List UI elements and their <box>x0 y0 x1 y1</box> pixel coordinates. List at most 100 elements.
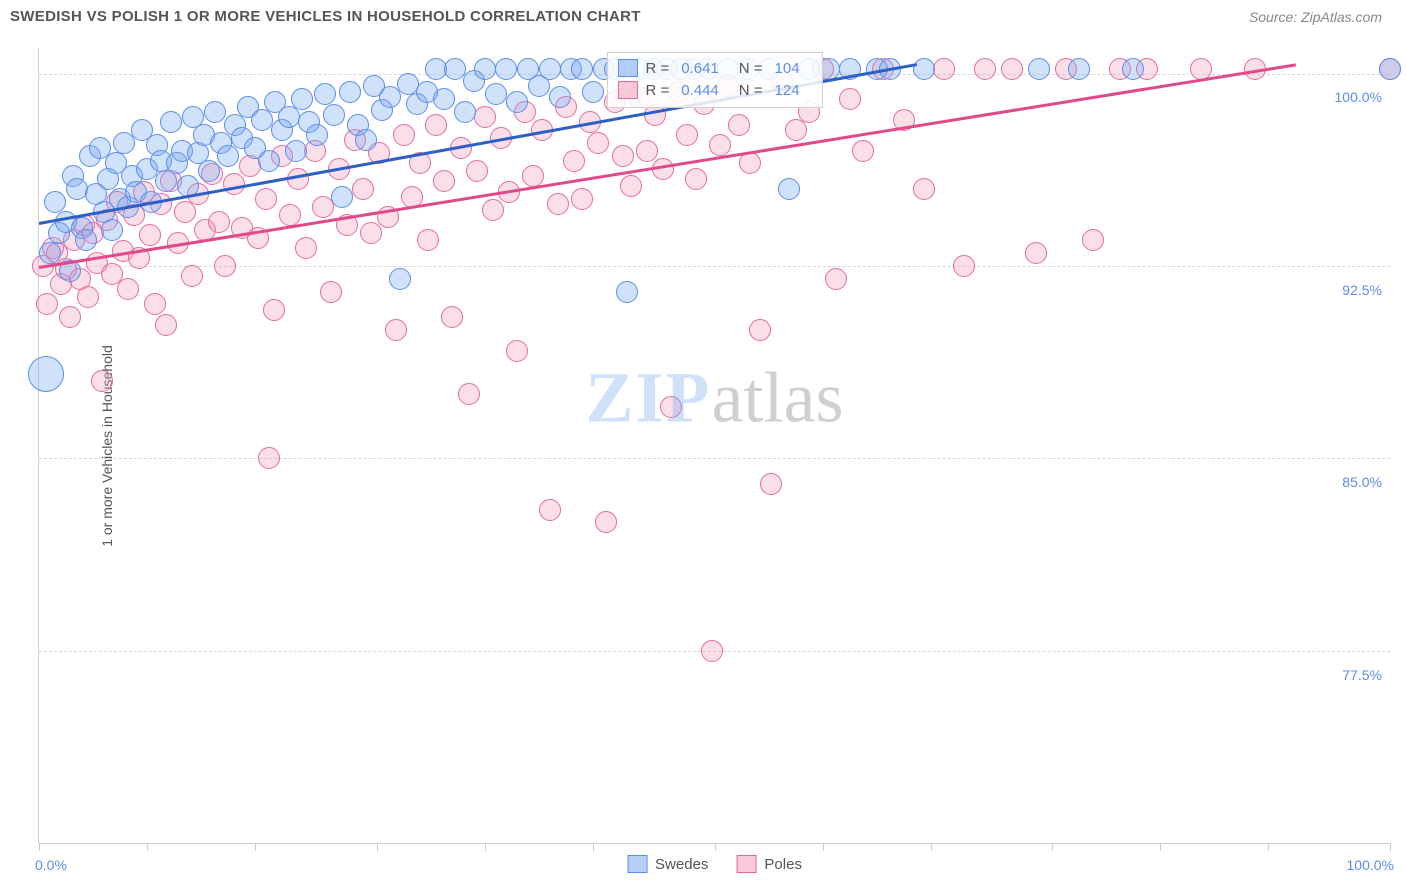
data-point <box>444 58 466 80</box>
data-point <box>139 224 161 246</box>
x-tick <box>823 843 824 851</box>
data-point <box>223 173 245 195</box>
data-point <box>208 211 230 233</box>
data-point <box>174 201 196 223</box>
data-point <box>441 306 463 328</box>
data-point <box>933 58 955 80</box>
data-point <box>582 81 604 103</box>
data-point <box>1082 229 1104 251</box>
y-tick-label: 92.5% <box>1342 282 1382 298</box>
data-point <box>728 114 750 136</box>
data-point <box>549 86 571 108</box>
n-value-swedes: 104 <box>775 60 800 77</box>
data-point <box>739 152 761 174</box>
data-point <box>616 281 638 303</box>
x-tick <box>1390 843 1391 851</box>
chart-header: SWEDISH VS POLISH 1 OR MORE VEHICLES IN … <box>0 0 1406 29</box>
source-attribution: Source: ZipAtlas.com <box>1249 9 1382 25</box>
data-point <box>1122 58 1144 80</box>
data-point <box>571 58 593 80</box>
data-point <box>91 370 113 392</box>
x-tick <box>593 843 594 851</box>
x-tick <box>1268 843 1269 851</box>
data-point <box>474 58 496 80</box>
data-point <box>314 83 336 105</box>
source-link[interactable]: ZipAtlas.com <box>1301 9 1382 25</box>
x-axis-min-label: 0.0% <box>35 857 67 873</box>
data-point <box>417 229 439 251</box>
data-point <box>425 114 447 136</box>
data-point <box>825 268 847 290</box>
data-point <box>485 83 507 105</box>
swatch-poles <box>617 81 637 99</box>
data-point <box>1025 242 1047 264</box>
data-point <box>612 145 634 167</box>
data-point <box>263 299 285 321</box>
x-tick <box>931 843 932 851</box>
data-point <box>28 356 64 392</box>
source-prefix: Source: <box>1249 9 1301 25</box>
data-point <box>454 101 476 123</box>
data-point <box>474 106 496 128</box>
data-point <box>251 109 273 131</box>
data-point <box>587 132 609 154</box>
data-point <box>295 237 317 259</box>
data-point <box>495 58 517 80</box>
legend-label-swedes: Swedes <box>655 856 708 873</box>
x-axis-max-label: 100.0% <box>1347 857 1394 873</box>
data-point <box>760 473 782 495</box>
data-point <box>75 229 97 251</box>
r-value-poles: 0.444 <box>681 82 719 99</box>
data-point <box>1190 58 1212 80</box>
gridline <box>39 458 1390 459</box>
data-point <box>701 640 723 662</box>
data-point <box>433 88 455 110</box>
data-point <box>393 124 415 146</box>
n-label: N = <box>739 60 763 77</box>
x-tick <box>715 843 716 851</box>
plot-surface: 100.0%92.5%85.0%77.5% <box>39 48 1390 843</box>
data-point <box>636 140 658 162</box>
data-point <box>331 186 353 208</box>
data-point <box>160 111 182 133</box>
data-point <box>181 265 203 287</box>
y-tick-label: 77.5% <box>1342 667 1382 683</box>
data-point <box>198 160 220 182</box>
data-point <box>506 91 528 113</box>
data-point <box>685 168 707 190</box>
data-point <box>839 88 861 110</box>
data-point <box>217 145 239 167</box>
data-point <box>291 88 313 110</box>
data-point <box>1379 58 1401 80</box>
data-point <box>506 340 528 362</box>
x-tick <box>485 843 486 851</box>
data-point <box>953 255 975 277</box>
data-point <box>709 134 731 156</box>
data-point <box>117 278 139 300</box>
chart-area: 100.0%92.5%85.0%77.5% ZIPatlas R = 0.641… <box>38 48 1390 844</box>
data-point <box>539 58 561 80</box>
data-point <box>339 81 361 103</box>
legend-swatch-poles <box>736 855 756 873</box>
data-point <box>595 511 617 533</box>
data-point <box>355 129 377 151</box>
data-point <box>278 106 300 128</box>
data-point <box>563 150 585 172</box>
stats-row-poles: R = 0.444 N = 124 <box>617 79 811 101</box>
data-point <box>323 104 345 126</box>
swatch-swedes <box>617 59 637 77</box>
data-point <box>620 175 642 197</box>
data-point <box>785 119 807 141</box>
data-point <box>974 58 996 80</box>
legend-swatch-swedes <box>627 855 647 873</box>
data-point <box>59 306 81 328</box>
data-point <box>778 178 800 200</box>
data-point <box>458 383 480 405</box>
legend-item-swedes: Swedes <box>627 855 708 873</box>
data-point <box>749 319 771 341</box>
data-point <box>101 219 123 241</box>
data-point <box>1028 58 1050 80</box>
data-point <box>482 199 504 221</box>
data-point <box>279 204 301 226</box>
gridline <box>39 266 1390 267</box>
